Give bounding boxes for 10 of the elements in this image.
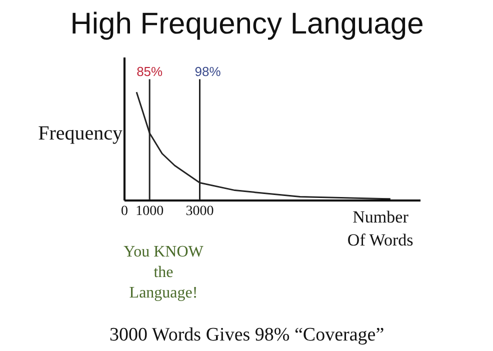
annotation: 85% [136,64,164,80]
y-axis-title: Frequency [38,122,123,144]
x-tick-label: 0 [121,204,128,220]
chart-title: High Frequency Language [70,8,424,40]
x-tick-label: 3000 [186,204,214,220]
x-axis-title: Number Of Words [347,208,414,250]
x-tick-label: 1000 [136,204,164,220]
text: 3000 Words Gives 98% “Coverage” [110,324,384,346]
text: You KNOW the Language! [124,244,204,302]
annotation: 98% [194,64,222,80]
